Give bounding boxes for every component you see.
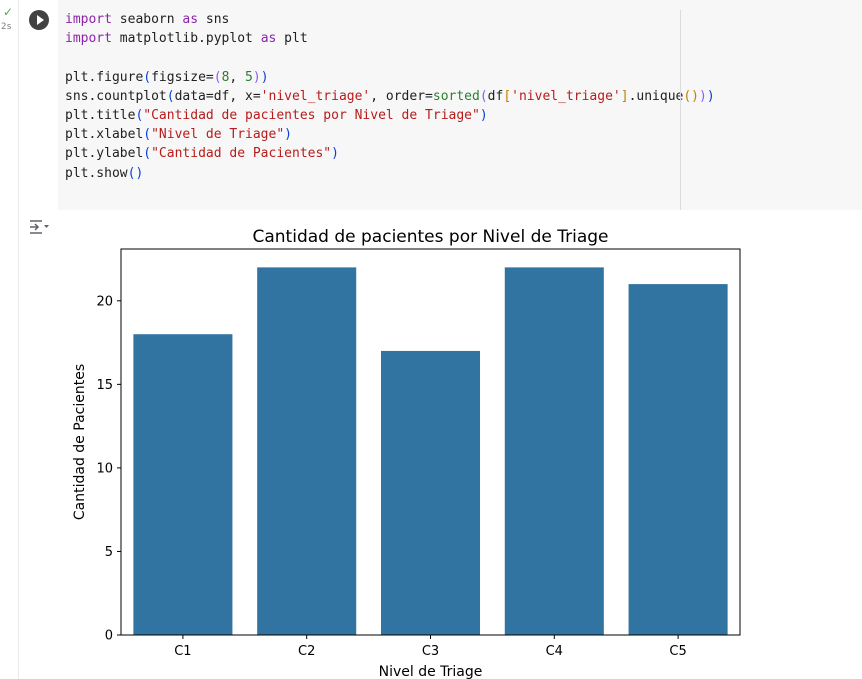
- code-line: import matplotlib.pyplot as plt: [65, 31, 308, 47]
- code-line: plt.xlabel("Nivel de Triage"): [65, 127, 292, 143]
- y-tick-label: 5: [105, 545, 113, 560]
- x-tick-label: C2: [298, 644, 315, 659]
- cell-gutter: ✓ 2s: [0, 0, 19, 679]
- bars-group: [133, 267, 728, 635]
- y-axis-label: Cantidad de Pacientes: [72, 364, 88, 520]
- x-tick-label: C3: [422, 644, 439, 659]
- check-icon: ✓: [3, 5, 14, 19]
- y-axis: 0 5 10 15 20: [96, 294, 121, 644]
- bar-c2: [257, 267, 357, 635]
- y-tick-label: 10: [96, 461, 113, 476]
- output-collapse-icon[interactable]: [28, 218, 50, 236]
- countplot-chart: Cantidad de pacientes por Nivel de Triag…: [72, 227, 741, 679]
- y-tick-label: 20: [96, 294, 113, 309]
- x-axis: C1 C2 C3 C4 C5: [174, 635, 687, 659]
- code-line: plt.figure(figsize=(8, 5)): [65, 69, 269, 85]
- bar-c4: [504, 267, 604, 635]
- code-line: sns.countplot(data=df, x='nivel_triage',…: [65, 88, 715, 104]
- code-line: import seaborn as sns: [65, 12, 230, 27]
- x-axis-label: Nivel de Triage: [379, 664, 483, 679]
- plot-frame: [120, 248, 741, 636]
- bar-c3: [380, 350, 481, 635]
- code-cell[interactable]: import seaborn as sns import matplotlib.…: [58, 0, 862, 210]
- code-line: plt.title("Cantidad de pacientes por Niv…: [65, 108, 488, 124]
- code-line: plt.show(): [65, 165, 144, 181]
- code-editor[interactable]: import seaborn as sns import matplotlib.…: [65, 10, 715, 183]
- run-cell-button[interactable]: [29, 10, 49, 30]
- x-tick-label: C1: [174, 644, 191, 659]
- code-ruler: [680, 10, 681, 210]
- bar-c5: [628, 284, 728, 635]
- code-line: plt.ylabel("Cantidad de Pacientes"): [65, 146, 339, 162]
- execution-time: 2s: [1, 22, 12, 32]
- x-tick-label: C4: [546, 644, 563, 659]
- x-tick-label: C5: [669, 644, 686, 659]
- chart-title: Cantidad de pacientes por Nivel de Triag…: [253, 227, 609, 247]
- y-tick-label: 15: [96, 378, 113, 393]
- y-tick-label: 0: [105, 629, 113, 644]
- bar-c1: [133, 334, 233, 635]
